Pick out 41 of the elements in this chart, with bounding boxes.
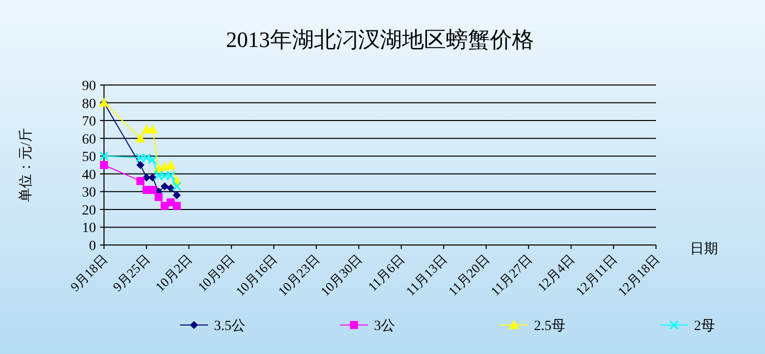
- legend-label: 2.5母: [534, 318, 566, 334]
- point: [160, 182, 169, 190]
- y-tick-label: 70: [82, 114, 96, 130]
- y-axis-title: 单位：元/斤: [18, 128, 34, 202]
- point: [154, 193, 163, 201]
- y-tick-label: 80: [82, 96, 96, 112]
- y-tick-label: 10: [82, 221, 96, 236]
- point: [142, 153, 152, 163]
- legend-label: 3.5公: [214, 318, 246, 334]
- point: [160, 162, 170, 171]
- x-axis-title: 日期: [690, 241, 718, 257]
- point: [172, 202, 181, 210]
- point: [99, 151, 109, 161]
- point: [148, 173, 157, 182]
- point: [136, 177, 144, 185]
- point: [148, 186, 157, 194]
- point: [154, 170, 164, 180]
- point: [172, 191, 181, 200]
- x-tick-label: 9月25日: [110, 252, 153, 294]
- point: [100, 161, 108, 169]
- x-tick-label: 9月18日: [67, 252, 110, 294]
- y-tick-label: 90: [82, 79, 96, 94]
- point: [172, 182, 182, 192]
- point: [160, 170, 170, 180]
- point: [135, 133, 146, 142]
- point: [136, 153, 146, 163]
- point: [166, 170, 176, 180]
- point: [136, 161, 144, 169]
- legend-label: 2母: [694, 318, 715, 334]
- y-tick-label: 40: [82, 168, 96, 183]
- chart-title: 2013年湖北汈汊湖地区螃蟹价格: [226, 27, 534, 52]
- point: [166, 184, 175, 192]
- legend-label: 3公: [374, 318, 395, 334]
- x-tick-label: 10月2日: [152, 252, 196, 294]
- y-tick-label: 0: [89, 239, 96, 254]
- y-tick-label: 20: [82, 203, 96, 218]
- y-tick-label: 60: [82, 132, 96, 148]
- y-tick-label: 50: [82, 150, 96, 166]
- point: [166, 160, 176, 169]
- y-tick-label: 30: [82, 186, 96, 201]
- point: [148, 154, 158, 164]
